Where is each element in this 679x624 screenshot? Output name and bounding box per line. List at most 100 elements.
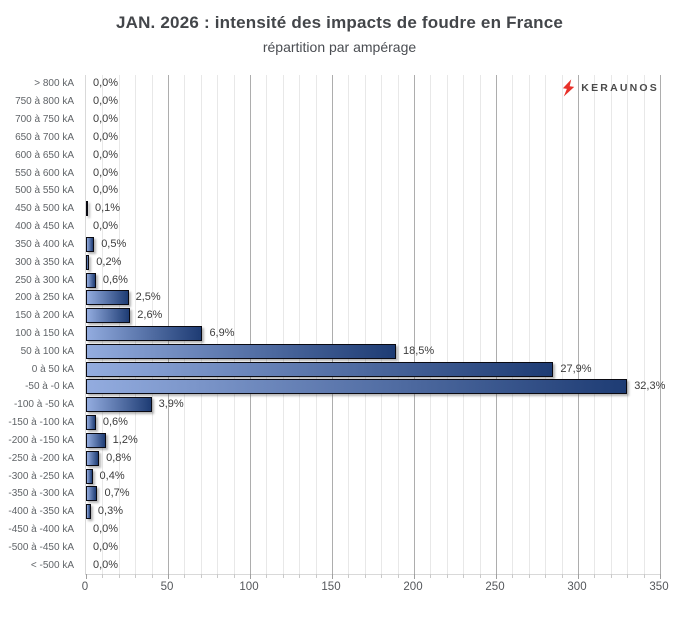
data-bar: [86, 272, 96, 288]
bar-value-label: 2,5%: [135, 291, 161, 304]
axis-tickmark: [610, 574, 612, 578]
bar-row: 0,2%: [86, 253, 660, 271]
bar-value-label: 0,0%: [93, 523, 119, 536]
data-bar: [86, 486, 98, 502]
bar-row: 0,1%: [86, 200, 660, 218]
axis-tickmark: [414, 574, 415, 579]
gridline-minor: [381, 75, 383, 574]
bar-row: 0,8%: [86, 449, 660, 467]
gridline-minor: [299, 75, 301, 574]
y-axis-category-label: 0 à 50 kA: [31, 363, 74, 375]
bar-row: 0,0%: [86, 93, 660, 111]
axis-tickmark: [463, 574, 465, 578]
axis-tickmark: [151, 574, 153, 578]
bar-row: 0,0%: [86, 539, 660, 557]
axis-tickmark: [200, 574, 202, 578]
axis-tickmark: [282, 574, 284, 578]
y-axis-category-label: 50 à 100 kA: [20, 345, 74, 357]
axis-tickmark: [381, 574, 383, 578]
data-bar: [86, 254, 90, 270]
gridline-minor: [446, 75, 448, 574]
axis-tickmark: [643, 574, 645, 578]
bar-value-label: 0,4%: [99, 469, 125, 482]
axis-tickmark: [118, 574, 120, 578]
axis-tickmark: [446, 574, 448, 578]
x-axis-tick-label: 100: [239, 581, 259, 593]
gridline-minor: [643, 75, 645, 574]
bar-value-label: 0,0%: [93, 77, 119, 90]
axis-tickmark: [430, 574, 432, 578]
y-axis-category-label: 500 à 550 kA: [15, 185, 74, 197]
x-axis-labels: 0 50 100 150 200 250 300 350: [82, 581, 669, 597]
bar-row: 32,3%: [86, 378, 665, 396]
bar-row: 1,2%: [86, 432, 660, 450]
gridline-minor: [233, 75, 235, 574]
x-axis-tick-label: 150: [321, 581, 341, 593]
bar-row: 3,9%: [86, 396, 660, 414]
bar-value-label: 0,3%: [97, 505, 123, 518]
y-axis-category-label: 600 à 650 kA: [15, 149, 74, 161]
gridline-major: [250, 75, 251, 574]
gridline-minor: [217, 75, 219, 574]
bar-row: 0,0%: [86, 146, 660, 164]
bar-value-label: 0,0%: [93, 220, 119, 233]
data-bar: [86, 468, 93, 484]
axis-tickmark: [332, 574, 333, 579]
gridline-minor: [118, 75, 120, 574]
y-axis-category-label: -250 à -200 kA: [8, 452, 74, 464]
data-bar: [86, 379, 628, 395]
bar-row: 6,9%: [86, 325, 660, 343]
y-axis-category-label: 200 à 250 kA: [15, 292, 74, 304]
bar-value-label: 0,0%: [93, 558, 119, 571]
y-axis-category-label: 350 à 400 kA: [15, 238, 74, 250]
bar-row: 0,4%: [86, 467, 660, 485]
axis-tickmark: [627, 574, 629, 578]
keraunos-logo: KERAUNOS: [562, 79, 659, 97]
axis-tickmark: [250, 574, 251, 579]
bar-value-label: 0,0%: [93, 148, 119, 161]
axis-tickmark: [496, 574, 497, 579]
y-axis-category-label: 700 à 750 kA: [15, 114, 74, 126]
bar-value-label: 1,2%: [112, 433, 138, 446]
gridline-major: [578, 75, 579, 574]
data-bar: [86, 450, 100, 466]
data-bar: [86, 504, 91, 520]
plot-area: 0,0% 0,0% 0,0% 0,0% 0,0% 0,0% 0,0% 0,1% 0,0% 0,5%…: [85, 75, 665, 579]
bar-row: 27,9%: [86, 360, 660, 378]
bar-row: 0,0%: [86, 75, 660, 93]
y-axis-category-label: -200 à -150 kA: [8, 434, 74, 446]
axis-tickmark: [660, 574, 661, 579]
bar-value-label: 0,0%: [93, 166, 119, 179]
gridline-minor: [135, 75, 137, 574]
axis-tickmark: [266, 574, 268, 578]
bar-value-label: 0,6%: [102, 416, 128, 429]
bar-value-label: 0,5%: [101, 237, 127, 250]
data-bar: [86, 326, 203, 341]
data-bar: [86, 236, 95, 252]
data-bar: [86, 415, 96, 431]
bar-row: 2,5%: [86, 289, 660, 307]
gridline-major: [496, 75, 497, 574]
y-axis-category-label: -100 à -50 kA: [13, 399, 74, 411]
axis-tickmark: [135, 574, 137, 578]
axis-tickmark: [348, 574, 350, 578]
bar-value-label: 27,9%: [560, 362, 592, 375]
x-axis-tick-label: 250: [485, 581, 505, 593]
bar-value-label: 0,0%: [93, 95, 119, 108]
bar-row: 0,0%: [86, 218, 660, 236]
bar-row: 0,6%: [86, 271, 660, 289]
axis-tickmark: [233, 574, 235, 578]
gridline-minor: [397, 75, 399, 574]
bar-row: 0,0%: [86, 128, 660, 146]
x-axis-tick-label: 350: [649, 581, 669, 593]
y-axis-category-label: -350 à -300 kA: [8, 488, 74, 500]
bar-rows: 0,0% 0,0% 0,0% 0,0% 0,0% 0,0% 0,0% 0,1% 0,0% 0,5%…: [86, 75, 665, 574]
gridline-minor: [610, 75, 612, 574]
gridline-minor: [102, 75, 104, 574]
data-bar: [86, 432, 106, 448]
data-bar: [86, 361, 554, 377]
axis-tickmark: [479, 574, 481, 578]
gridline-major: [332, 75, 333, 574]
bar-value-label: 0,2%: [96, 255, 122, 268]
